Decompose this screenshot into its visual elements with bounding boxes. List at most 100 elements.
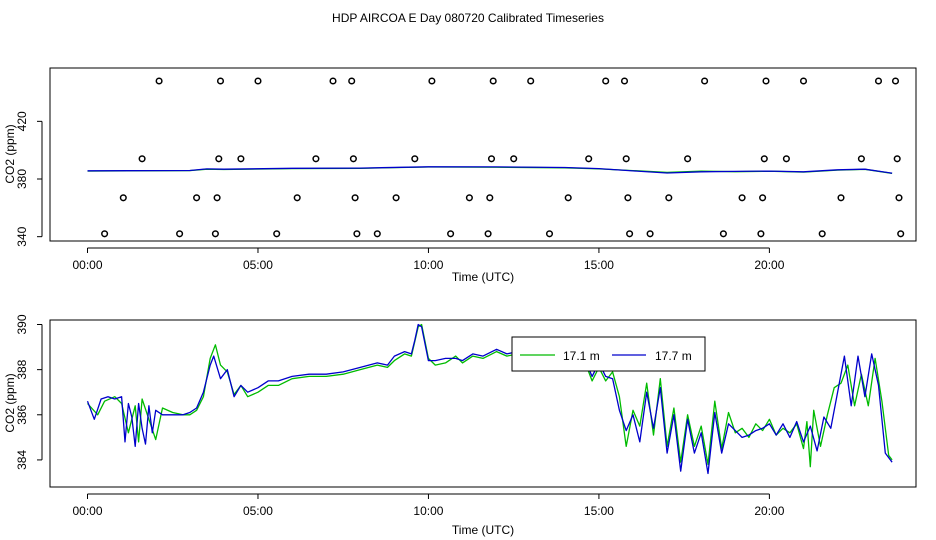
calibration-point bbox=[348, 77, 356, 85]
x-tick-label: 00:00 bbox=[72, 504, 102, 518]
calibration-point bbox=[465, 194, 473, 202]
calibration-point bbox=[254, 77, 262, 85]
top-plot-frame bbox=[49, 67, 917, 242]
y-tick-label: 386 bbox=[15, 404, 29, 424]
calibration-point bbox=[564, 194, 572, 202]
calibration-point bbox=[213, 194, 221, 202]
calibration-point bbox=[411, 155, 419, 163]
legend-box bbox=[511, 336, 706, 372]
x-tick-label: 05:00 bbox=[243, 504, 273, 518]
legend-label-17-7m: 17.7 m bbox=[655, 349, 692, 363]
calibration-point bbox=[211, 230, 219, 238]
bottom-plot-frame bbox=[49, 319, 917, 488]
y-tick-label: 384 bbox=[15, 450, 29, 470]
calibration-point bbox=[624, 194, 632, 202]
series-line-blue bbox=[87, 166, 893, 174]
calibration-point bbox=[484, 230, 492, 238]
top-series-layer bbox=[87, 166, 893, 175]
x-tick-label: 15:00 bbox=[584, 258, 614, 272]
calibration-point bbox=[138, 155, 146, 163]
bottom-series-layer bbox=[86, 323, 893, 475]
calibration-point bbox=[701, 77, 709, 85]
calibration-point bbox=[762, 77, 770, 85]
calibration-point bbox=[237, 155, 245, 163]
calibration-point bbox=[893, 155, 901, 163]
calibration-point bbox=[527, 77, 535, 85]
calibration-point bbox=[101, 230, 109, 238]
calibration-point bbox=[349, 155, 357, 163]
x-tick-label: 15:00 bbox=[584, 504, 614, 518]
x-tick-label: 20:00 bbox=[754, 504, 784, 518]
calibration-point bbox=[602, 77, 610, 85]
series-line-green bbox=[87, 166, 893, 175]
x-tick-label: 00:00 bbox=[72, 258, 102, 272]
calibration-point bbox=[895, 194, 903, 202]
top-panel: 00:00 05:00 10:00 15:00 20:00 340 380 420 Time… bbox=[3, 67, 917, 284]
calibration-point bbox=[799, 77, 808, 85]
calibration-point bbox=[874, 77, 883, 85]
bottom-panel: 00:00 05:00 10:00 15:00 20:00 384 386 388 390 T… bbox=[3, 314, 917, 537]
y-tick-label: 340 bbox=[15, 226, 29, 246]
calibration-point bbox=[738, 194, 746, 202]
calibration-point bbox=[486, 194, 494, 202]
calibration-point bbox=[891, 77, 900, 85]
figure-title: HDP AIRCOA E Day 080720 Calibrated Times… bbox=[332, 11, 604, 25]
calibration-point bbox=[487, 155, 496, 163]
calibration-points-layer bbox=[101, 77, 905, 238]
calibration-point bbox=[684, 155, 692, 163]
calibration-point bbox=[759, 194, 767, 202]
calibration-point bbox=[447, 230, 455, 238]
calibration-point bbox=[622, 155, 630, 163]
calibration-point bbox=[510, 155, 518, 163]
top-x-axis: 00:00 05:00 10:00 15:00 20:00 bbox=[72, 247, 785, 272]
series-line-blue bbox=[86, 323, 893, 475]
calibration-point bbox=[626, 230, 634, 238]
calibration-point bbox=[545, 230, 554, 238]
calibration-point bbox=[373, 230, 381, 238]
calibration-point bbox=[585, 155, 593, 163]
x-tick-label: 10:00 bbox=[413, 258, 443, 272]
calibration-point bbox=[119, 194, 127, 202]
calibration-point bbox=[837, 194, 845, 202]
calibration-point bbox=[176, 230, 184, 238]
calibration-point bbox=[646, 230, 654, 238]
y-tick-label: 380 bbox=[15, 169, 29, 189]
y-tick-label: 388 bbox=[15, 359, 29, 379]
bottom-x-axis: 00:00 05:00 10:00 15:00 20:00 bbox=[72, 493, 785, 518]
calibration-point bbox=[215, 155, 223, 163]
calibration-point bbox=[757, 230, 765, 238]
calibration-point bbox=[193, 194, 201, 202]
y-tick-label: 420 bbox=[15, 111, 29, 131]
calibration-point bbox=[273, 230, 281, 238]
calibration-point bbox=[392, 194, 400, 202]
calibration-point bbox=[818, 230, 826, 238]
top-y-axis: 340 380 420 bbox=[15, 111, 43, 247]
legend-label-17-1m: 17.1 m bbox=[563, 349, 600, 363]
bottom-x-axis-label: Time (UTC) bbox=[452, 523, 514, 537]
calibration-point bbox=[760, 155, 768, 163]
legend: 17.1 m 17.7 m bbox=[511, 336, 706, 372]
calibration-point bbox=[489, 77, 497, 85]
x-tick-label: 20:00 bbox=[754, 258, 784, 272]
y-tick-label: 390 bbox=[15, 314, 29, 334]
x-tick-label: 05:00 bbox=[243, 258, 273, 272]
top-x-axis-label: Time (UTC) bbox=[452, 270, 514, 284]
calibration-point bbox=[665, 194, 673, 202]
calibration-point bbox=[719, 230, 727, 238]
x-tick-label: 10:00 bbox=[413, 504, 443, 518]
series-line-green bbox=[87, 323, 893, 468]
bottom-y-axis: 384 386 388 390 bbox=[15, 314, 43, 470]
calibration-point bbox=[351, 194, 359, 202]
calibration-point bbox=[329, 77, 337, 85]
calibration-point bbox=[312, 155, 320, 163]
calibration-point bbox=[620, 77, 629, 85]
calibration-point bbox=[857, 155, 865, 163]
calibration-point bbox=[216, 77, 225, 85]
calibration-point bbox=[155, 77, 163, 85]
bottom-y-axis-label: CO2 (ppm) bbox=[3, 373, 17, 432]
top-y-axis-label: CO2 (ppm) bbox=[3, 124, 17, 183]
calibration-point bbox=[782, 155, 790, 163]
calibration-point bbox=[293, 194, 301, 202]
calibration-point bbox=[897, 230, 905, 238]
